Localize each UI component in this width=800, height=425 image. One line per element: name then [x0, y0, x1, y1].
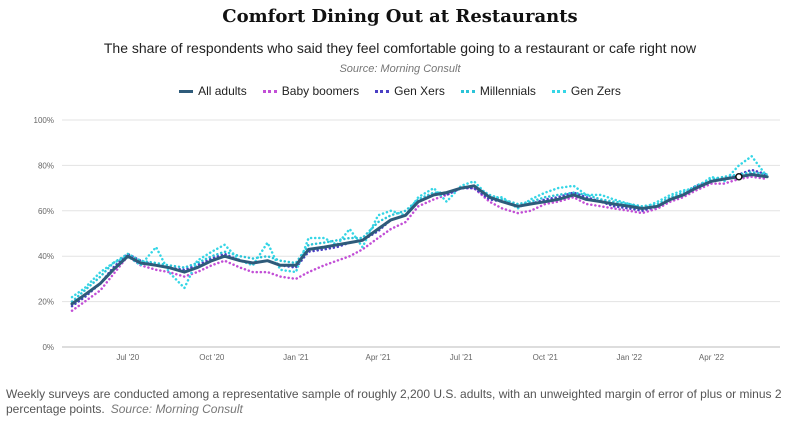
legend-item-millennials: Millennials [460, 84, 536, 98]
legend-label: Gen Xers [394, 84, 445, 98]
legend-swatch-gen-zers [551, 89, 566, 93]
legend-swatch-baby-boomers [262, 89, 277, 93]
chart-subtitle: The share of respondents who said they f… [103, 40, 697, 56]
series-line-baby-boomers [70, 175, 769, 312]
legend-label: Gen Zers [570, 84, 621, 98]
legend-item-all-adults: All adults [179, 84, 247, 98]
legend-swatch-all-adults [179, 89, 194, 93]
x-tick-label: Jan '21 [283, 353, 309, 362]
series-line-gen-xers [70, 168, 769, 308]
y-tick-label: 100% [34, 116, 54, 125]
legend-label: Millennials [479, 84, 536, 98]
line-chart: 0% 20% 40% 60% 80% 100% Jul '20 Oct '20 Jan '21 A… [34, 116, 780, 362]
legend-label: Baby boomers [281, 84, 360, 98]
chart-legend: All adults Baby boomers Gen Xers Millennial… [0, 84, 800, 98]
series-line-gen-zers [70, 155, 769, 299]
legend-label: All adults [198, 84, 247, 98]
x-tick-label: Jul '21 [450, 353, 473, 362]
highlight-point [735, 173, 743, 181]
legend-item-gen-xers: Gen Xers [375, 84, 445, 98]
legend-item-baby-boomers: Baby boomers [262, 84, 360, 98]
chart-title: Comfort Dining Out at Restaurants [222, 6, 578, 27]
footnote-text: Weekly surveys are conducted among a rep… [6, 387, 782, 416]
x-tick-label: Apr '22 [699, 353, 725, 362]
footnote-source: Source: Morning Consult [110, 402, 243, 416]
y-tick-label: 0% [42, 343, 54, 352]
y-tick-label: 80% [38, 161, 54, 170]
x-tick-label: Jan '22 [617, 353, 643, 362]
x-tick-label: Oct '20 [199, 353, 225, 362]
series-line-all-adults [70, 173, 769, 306]
series-line-millennials [70, 170, 769, 303]
x-tick-label: Jul '20 [116, 353, 139, 362]
legend-swatch-gen-xers [375, 89, 390, 93]
footnote: Weekly surveys are conducted among a rep… [6, 387, 794, 417]
y-tick-label: 40% [38, 252, 54, 261]
x-tick-label: Oct '21 [533, 353, 559, 362]
y-tick-label: 20% [38, 298, 54, 307]
x-tick-label: Apr '21 [366, 353, 392, 362]
legend-item-gen-zers: Gen Zers [551, 84, 621, 98]
y-tick-label: 60% [38, 207, 54, 216]
chart-source: Source: Morning Consult [339, 63, 461, 75]
legend-swatch-millennials [460, 89, 475, 93]
